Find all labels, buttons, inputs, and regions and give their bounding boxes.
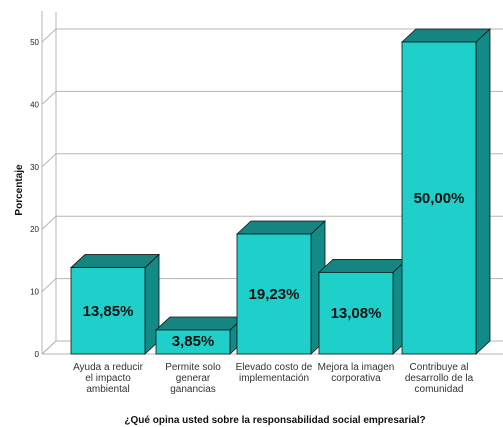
bar-top	[235, 220, 327, 235]
bar: 13,85%	[69, 253, 161, 355]
y-tick-label: 0	[35, 350, 40, 359]
gridline-side	[41, 153, 57, 168]
data-label: 50,00%	[414, 190, 465, 207]
bar-front	[401, 41, 477, 355]
gridline-side	[41, 340, 57, 355]
x-tick-label: Contribuye al desarrollo de la comunidad	[405, 362, 474, 395]
y-tick-label: 40	[30, 100, 39, 109]
y-tick-label: 20	[30, 225, 39, 234]
bar-top	[317, 258, 409, 273]
y-tick-label: 50	[30, 38, 39, 47]
bar-front	[236, 233, 312, 355]
y-axis-label: Porcentaje	[14, 164, 25, 216]
bar-side	[475, 28, 491, 355]
data-label: 13,85%	[83, 303, 134, 320]
bar: 50,00%	[400, 28, 492, 355]
gridline-side	[41, 28, 57, 43]
bar-top	[400, 28, 492, 43]
bar: 13,08%	[317, 258, 409, 355]
bar: 19,23%	[235, 220, 327, 355]
bar-front	[70, 267, 146, 355]
gridline-side	[41, 91, 57, 105]
bar-front	[155, 329, 231, 355]
x-tick-label: Permite solo generar ganancias	[165, 362, 221, 395]
bar-front	[318, 271, 394, 355]
x-tick-label: Elevado costo de implementación	[236, 362, 313, 384]
y-tick-label: 10	[30, 288, 39, 297]
bar-top	[69, 254, 161, 268]
category-labels: Ayuda a reducir el impacto ambiental Permit…	[73, 362, 474, 395]
gridline-side	[41, 278, 57, 292]
data-label: 19,23%	[249, 286, 300, 303]
bars: 13,85% 3,85% 19,23% 13,08% 50,00%	[69, 28, 492, 355]
bar-top	[154, 316, 246, 331]
x-tick-label: Mejora la imagen corporativa	[318, 362, 395, 384]
data-label: 3,85%	[172, 333, 215, 350]
x-axis-label: ¿Qué opina usted sobre la responsabilida…	[124, 415, 425, 426]
bar: 3,85%	[154, 316, 246, 355]
data-label: 13,08%	[331, 305, 382, 322]
x-tick-label: Ayuda a reducir el impacto ambiental	[73, 362, 144, 395]
y-axis-ticks: 0 10 20 30 40 50	[30, 38, 39, 359]
gridline-side	[41, 215, 57, 230]
y-tick-label: 30	[30, 163, 39, 172]
